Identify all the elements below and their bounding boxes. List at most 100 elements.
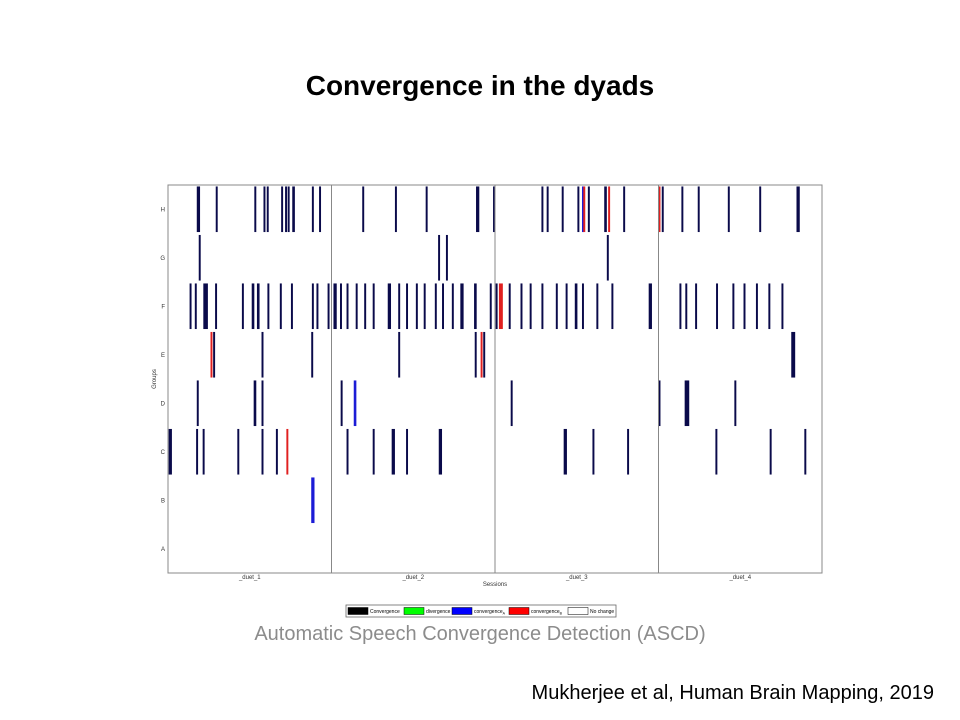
event-mark-F-15	[346, 283, 349, 330]
event-mark-F-17	[364, 283, 367, 330]
legend-swatch-convergenceB	[508, 607, 530, 615]
event-mark-F-29	[489, 283, 492, 330]
event-mark-D-1	[253, 380, 257, 427]
event-mark-F-35	[541, 283, 544, 330]
event-mark-B-0	[311, 477, 315, 524]
legend-swatch-convergenceA	[451, 607, 473, 615]
event-mark-F-46	[716, 283, 719, 330]
event-mark-F-0	[189, 283, 192, 330]
legend-label-divergence: divergence	[426, 609, 451, 615]
event-mark-G-0	[198, 234, 201, 281]
event-mark-F-47	[732, 283, 735, 330]
event-mark-F-38	[574, 283, 578, 330]
legend-label-convergenceA: convergenceA	[474, 609, 506, 616]
event-mark-H-3	[263, 186, 266, 233]
event-mark-F-36	[555, 283, 558, 330]
y-tick-B: B	[161, 498, 165, 504]
event-mark-H-10	[319, 186, 322, 233]
event-mark-H-12	[394, 186, 397, 233]
event-mark-H-9	[311, 186, 314, 233]
event-mark-H-2	[254, 186, 257, 233]
event-mark-C-2	[202, 428, 205, 475]
event-mark-F-28	[474, 283, 477, 330]
event-mark-H-8	[292, 186, 295, 233]
event-mark-H-0	[196, 186, 201, 233]
event-mark-F-22	[415, 283, 418, 330]
event-mark-D-2	[261, 380, 264, 427]
event-mark-F-5	[251, 283, 255, 330]
event-mark-C-13	[592, 428, 595, 475]
event-mark-C-8	[372, 428, 375, 475]
event-mark-F-42	[648, 283, 652, 330]
session-dividers	[331, 185, 659, 573]
event-mark-H-6	[285, 186, 288, 233]
event-mark-F-2	[203, 283, 208, 330]
event-mark-H-20	[581, 186, 584, 233]
event-mark-C-16	[769, 428, 772, 475]
event-mark-H-22	[587, 186, 590, 233]
event-mark-E-6	[480, 331, 483, 378]
event-mark-F-34	[529, 283, 532, 330]
event-mark-H-26	[658, 186, 661, 233]
event-mark-H-24	[608, 186, 611, 233]
event-mark-F-23	[423, 283, 426, 330]
event-mark-G-2	[445, 234, 448, 281]
event-mark-C-14	[627, 428, 630, 475]
event-mark-H-31	[759, 186, 762, 233]
event-mark-C-10	[406, 428, 409, 475]
x-tick-duet_4: _duet_4	[728, 575, 751, 581]
event-mark-H-30	[727, 186, 730, 233]
event-mark-C-4	[261, 428, 264, 475]
event-mark-C-5	[275, 428, 278, 475]
event-mark-C-7	[346, 428, 349, 475]
event-mark-F-19	[387, 283, 392, 330]
event-mark-E-8	[791, 331, 796, 378]
event-mark-F-3	[215, 283, 218, 330]
event-mark-F-32	[508, 283, 511, 330]
event-mark-H-11	[362, 186, 365, 233]
event-mark-E-4	[398, 331, 401, 378]
event-mark-G-1	[438, 234, 441, 281]
event-mark-F-43	[679, 283, 682, 330]
event-mark-C-12	[563, 428, 567, 475]
event-mark-E-1	[213, 331, 216, 378]
event-mark-F-12	[327, 283, 330, 330]
event-mark-H-13	[425, 186, 428, 233]
event-mark-E-0	[210, 331, 213, 378]
event-mark-H-5	[281, 186, 284, 233]
legend-swatch-divergence	[403, 607, 425, 615]
event-mark-F-25	[442, 283, 444, 330]
event-mark-D-3	[340, 380, 343, 427]
x-tick-duet_3: _duet_3	[565, 575, 588, 581]
event-mark-H-28	[681, 186, 684, 233]
event-mark-F-4	[241, 283, 244, 330]
event-mark-F-50	[768, 283, 771, 330]
y-axis-label: Groups	[152, 369, 158, 389]
y-tick-E: E	[161, 353, 165, 359]
event-mark-F-18	[372, 283, 375, 330]
event-mark-C-15	[715, 428, 718, 475]
legend-label-convergenceB: convergenceB	[531, 609, 563, 616]
y-tick-A: A	[161, 547, 165, 553]
event-mark-F-49	[755, 283, 758, 330]
event-mark-F-9	[290, 283, 293, 330]
event-mark-C-6	[286, 428, 289, 475]
event-mark-F-14	[340, 283, 342, 330]
event-mark-F-41	[611, 283, 614, 330]
event-mark-F-33	[520, 283, 523, 330]
event-mark-H-14	[476, 186, 480, 233]
y-tick-D: D	[161, 401, 166, 407]
event-mark-F-11	[316, 283, 319, 330]
event-mark-C-1	[196, 428, 199, 475]
event-mark-F-10	[311, 283, 314, 330]
event-mark-F-48	[743, 283, 746, 330]
event-mark-F-13	[333, 283, 337, 330]
event-mark-H-23	[604, 186, 607, 233]
citation: Mukherjee et al, Human Brain Mapping, 20…	[531, 682, 934, 704]
event-mark-H-17	[546, 186, 549, 233]
event-mark-C-17	[804, 428, 807, 475]
x-tick-duet_2: _duet_2	[401, 575, 424, 581]
y-tick-labels: H G F E D C B A	[160, 207, 166, 553]
event-mark-F-44	[685, 283, 688, 330]
